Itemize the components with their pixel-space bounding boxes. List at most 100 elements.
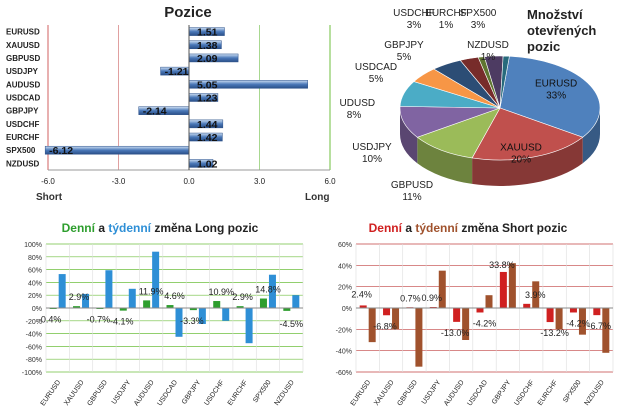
pie-slice-gbpusd <box>416 107 501 159</box>
daily-bar-usdcad <box>166 305 174 308</box>
x-tick-label: USDJPY <box>421 379 443 406</box>
daily-bar-nzdusd <box>593 308 601 316</box>
value-label: 5.05 <box>197 79 218 91</box>
y-tick-label: -100% <box>22 370 42 377</box>
pie-slice-percent: 3% <box>407 20 422 31</box>
pie-slice-percent: 11% <box>402 192 421 203</box>
pie-title-line1: Množství <box>527 7 583 22</box>
daily-bar-xauusd <box>383 308 391 316</box>
value-label: -3.3% <box>180 316 204 326</box>
pie-slice-nzdusd <box>499 55 510 109</box>
value-label: 1.23 <box>197 93 218 105</box>
value-label: -4.2% <box>473 318 497 328</box>
weekly-bar-usdchf <box>222 308 230 321</box>
value-label: -6.12 <box>49 145 73 157</box>
pie-slice-name: USDCHF <box>393 8 435 19</box>
daily-bar-eurusd <box>359 305 367 308</box>
pie-slice-name: USDCAD <box>355 62 397 73</box>
weekly-bar-usdjpy <box>438 270 446 308</box>
x-tick-label: USDCHF <box>203 379 225 407</box>
y-tick-label: 60% <box>338 242 352 249</box>
daily-bar-gbpjpy <box>499 271 507 308</box>
pie-slice-percent: 10% <box>362 154 382 165</box>
y-tick-label: 20% <box>338 285 352 292</box>
weekly-bar-eurusd <box>368 308 376 343</box>
y-tick-label: -60% <box>336 370 352 377</box>
y-tick-label: -60% <box>26 344 42 351</box>
x-tick-label: 3.0 <box>254 177 266 186</box>
pie-slice-xauusd <box>471 107 584 161</box>
pie-slice-name: AUDUSD <box>340 98 375 109</box>
category-label: USDCAD <box>6 94 40 103</box>
value-label: 1.02 <box>197 158 218 170</box>
x-tick-label: XAUUSD <box>373 379 395 407</box>
value-label: 3.9% <box>525 290 546 300</box>
weekly-bar-spx500 <box>268 274 276 308</box>
pie-slice-name: XAUUSD <box>500 142 542 153</box>
daily-bar-usdcad <box>476 308 484 313</box>
pie-slice-name: EURUSD <box>535 78 577 89</box>
pie-slice-name: EURCHF <box>425 8 467 19</box>
y-tick-label: 40% <box>28 280 42 287</box>
category-label: USDCHF <box>6 120 39 129</box>
value-label: 2.4% <box>351 289 372 299</box>
pie-slice-eurusd <box>499 55 601 138</box>
long-change-chart: Denní a týdenní změna Long pozic 100% 80%… <box>22 221 304 407</box>
x-tick-label: -6.0 <box>41 177 55 186</box>
value-label: 4.6% <box>164 291 185 301</box>
weekly-bar-eurchf <box>555 308 563 330</box>
weekly-bar-eurchf <box>245 308 253 344</box>
pie-slice-name: GBPUSD <box>391 180 433 191</box>
x-tick-label: NZDUSD <box>583 379 605 407</box>
x-tick-label: EURUSD <box>40 379 63 407</box>
weekly-bar-gbpusd <box>415 308 423 367</box>
value-label: 2.9% <box>69 292 90 302</box>
pie-slice-percent: 5% <box>397 52 412 63</box>
pie-slice-percent: 5% <box>369 74 384 85</box>
value-label: -2.14 <box>143 106 167 118</box>
weekly-bar-xauusd <box>82 293 90 308</box>
x-tick-label: USDCHF <box>513 379 535 407</box>
weekly-bar-eurusd <box>58 274 66 308</box>
x-tick-label: USDCAD <box>466 379 489 407</box>
daily-bar-usdchf <box>523 303 531 308</box>
y-tick-label: 20% <box>28 293 42 300</box>
pie-title-line2: otevřených <box>527 23 596 38</box>
category-label: GBPJPY <box>6 107 39 116</box>
x-tick-label: EURCHF <box>537 379 559 407</box>
x-tick-label: AUDUSD <box>443 379 466 407</box>
y-tick-label: -80% <box>26 357 42 364</box>
x-tick-label: GBPJPY <box>181 379 203 406</box>
y-tick-label: 80% <box>28 255 42 262</box>
daily-bar-xauusd <box>73 306 81 308</box>
weekly-bar-usdcad <box>175 308 183 337</box>
weekly-bar-spx500 <box>578 308 586 335</box>
y-tick-label: 0% <box>342 306 352 313</box>
value-label: 11.9% <box>139 286 164 296</box>
value-label: -0.4% <box>38 314 62 324</box>
value-label: 14.8% <box>255 285 281 295</box>
short-change-title: Denní a týdenní změna Short pozic <box>369 221 568 235</box>
value-label: 1.38 <box>197 40 218 52</box>
y-tick-label: -40% <box>336 349 352 356</box>
short-label: Short <box>36 192 63 203</box>
pie-side-eurusd <box>582 108 600 164</box>
y-tick-label: -40% <box>26 332 42 339</box>
value-label: -4.2% <box>566 318 590 328</box>
category-label: XAUUSD <box>6 41 40 50</box>
daily-bar-audusd <box>143 300 151 308</box>
pie-side-usdjpy <box>400 108 418 164</box>
value-label: -1.21 <box>165 66 189 78</box>
x-tick-label: AUDUSD <box>133 379 156 407</box>
category-label: SPX500 <box>6 146 36 155</box>
pie-slice-name: SPX500 <box>460 8 497 19</box>
x-tick-label: XAUUSD <box>63 379 85 407</box>
weekly-bar-usdcad <box>485 295 493 308</box>
positions-title: Pozice <box>164 4 212 21</box>
long-label: Long <box>305 192 329 203</box>
value-label: 2.09 <box>197 53 218 65</box>
value-label: 0.7% <box>400 293 421 303</box>
pie-slice-percent: 33% <box>546 90 566 101</box>
weekly-bar-audusd <box>462 308 470 340</box>
y-tick-label: -20% <box>336 327 352 334</box>
